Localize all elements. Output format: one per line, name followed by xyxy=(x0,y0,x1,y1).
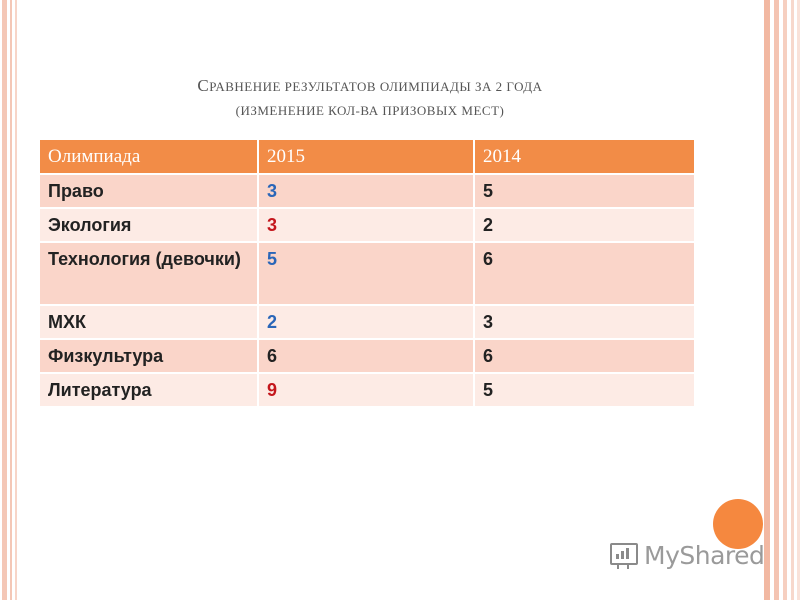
value-2015: 6 xyxy=(257,338,474,373)
slide-title-line-2: (ИЗМЕНЕНИЕ КОЛ-ВА ПРИЗОВЫХ МЕСТ) xyxy=(235,103,505,118)
table-header-row: Олимпиада 2015 2014 xyxy=(40,140,694,175)
presentation-board-icon xyxy=(608,541,638,569)
value-2015: 3 xyxy=(257,207,474,242)
left-border-stripe xyxy=(2,0,7,600)
right-border-stripe xyxy=(797,0,800,600)
decorative-orange-circle xyxy=(713,499,763,549)
value-2014: 5 xyxy=(473,173,694,208)
table-row: Экология 3 2 xyxy=(40,207,694,242)
olympiad-name: Литература xyxy=(40,372,258,406)
value-2015: 2 xyxy=(257,304,474,339)
slide-title: СРАВНЕНИЕ РЕЗУЛЬТАТОВ ОЛИМПИАДЫ ЗА 2 ГОД… xyxy=(40,74,700,123)
header-olympiad: Олимпиада xyxy=(40,140,258,175)
value-2014: 6 xyxy=(473,338,694,373)
results-table: Олимпиада 2015 2014 Право 3 5 Экология 3… xyxy=(40,140,694,406)
left-border-stripe xyxy=(10,0,12,600)
right-border-stripe xyxy=(791,0,794,600)
right-border-stripe xyxy=(783,0,787,600)
value-2015: 5 xyxy=(257,241,474,305)
right-border-stripe xyxy=(774,0,779,600)
value-2015: 9 xyxy=(257,372,474,406)
slide-title-line-1: СРАВНЕНИЕ РЕЗУЛЬТАТОВ ОЛИМПИАДЫ ЗА 2 ГОД… xyxy=(40,74,700,99)
value-2014: 6 xyxy=(473,241,694,305)
title-initial-letter: С xyxy=(197,76,210,95)
olympiad-name: Экология xyxy=(40,207,258,242)
olympiad-name: Право xyxy=(40,173,258,208)
table-row: Право 3 5 xyxy=(40,173,694,208)
header-year-2015: 2015 xyxy=(257,140,474,175)
table-row: Физкультура 6 6 xyxy=(40,338,694,373)
value-2015: 3 xyxy=(257,173,474,208)
olympiad-name: Технология (девочки) xyxy=(40,241,258,305)
header-year-2014: 2014 xyxy=(473,140,694,175)
value-2014: 5 xyxy=(473,372,694,406)
table-row: Литература 9 5 xyxy=(40,372,694,406)
right-border-stripe xyxy=(764,0,770,600)
table-row: Технология (девочки) 5 6 xyxy=(40,241,694,305)
olympiad-name: Физкультура xyxy=(40,338,258,373)
title-line-1-text: РАВНЕНИЕ РЕЗУЛЬТАТОВ ОЛИМПИАДЫ ЗА 2 ГОДА xyxy=(209,79,543,94)
table-row: МХК 2 3 xyxy=(40,304,694,339)
myshared-watermark: MyShared xyxy=(608,537,768,573)
value-2014: 2 xyxy=(473,207,694,242)
olympiad-name: МХК xyxy=(40,304,258,339)
left-border-stripe xyxy=(15,0,17,600)
watermark-text: MyShared xyxy=(644,540,765,570)
value-2014: 3 xyxy=(473,304,694,339)
